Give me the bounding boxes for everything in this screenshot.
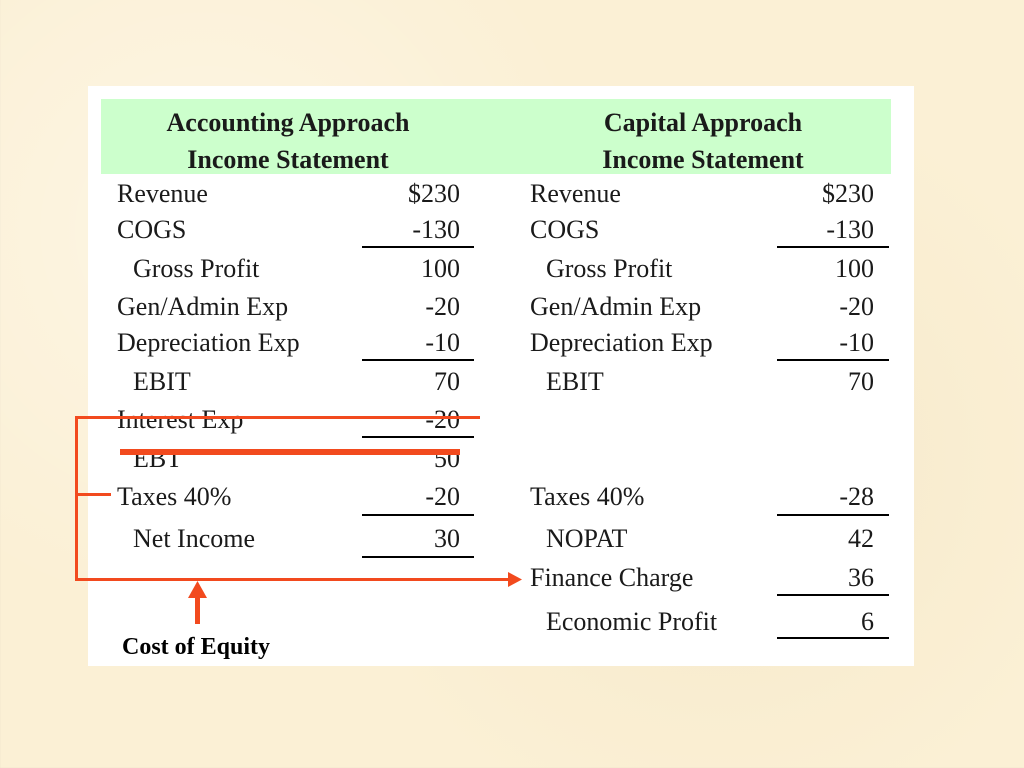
cost-of-equity-label: Cost of Equity (122, 634, 271, 660)
cap-row-label: Depreciation Exp (530, 328, 713, 357)
cap-row-value: -28 (839, 482, 874, 511)
cap-row-value: -20 (839, 292, 874, 321)
subtotal-underline (777, 594, 889, 596)
bracket-vertical-line (75, 416, 78, 581)
acc-row-label: Net Income (133, 524, 256, 553)
up-arrow-shaft (195, 594, 200, 624)
subtotal-underline (777, 514, 889, 516)
acc-row-label: EBIT (133, 367, 191, 396)
right-arrowhead-icon (508, 572, 522, 587)
cap-row-value: 6 (861, 607, 874, 636)
cap-row-label: Gen/Admin Exp (530, 292, 702, 321)
acc-row-value: -20 (425, 292, 460, 321)
cap-row-value: -130 (826, 215, 874, 244)
taxes-connector-line (75, 493, 111, 496)
acc-row-label: Gross Profit (133, 254, 260, 283)
cap-row-label: Economic Profit (546, 607, 718, 636)
cap-row-value: -10 (839, 328, 874, 357)
statement-panel (88, 86, 914, 666)
finance-connector-line (75, 578, 510, 581)
acc-row-label: Interest Exp (117, 405, 244, 434)
cap-row-label: Finance Charge (530, 563, 694, 592)
acc-row-value: 100 (421, 254, 460, 283)
acc-row-value: -20 (425, 482, 460, 511)
subtotal-underline (777, 246, 889, 248)
acc-row-label: Taxes 40% (117, 482, 232, 511)
capital-header-title: Capital Approach (603, 108, 803, 137)
cap-row-value: 36 (848, 563, 874, 592)
acc-row-value: 50 (434, 444, 460, 473)
total-underline (777, 637, 889, 639)
cap-row-label: EBIT (546, 367, 604, 396)
interest-strike-line (76, 416, 480, 419)
total-underline (362, 556, 474, 558)
cap-row-label: Revenue (530, 179, 621, 208)
acc-row-label: Depreciation Exp (117, 328, 300, 357)
up-arrowhead-icon (188, 581, 207, 598)
accounting-header-title: Accounting Approach (166, 108, 410, 137)
ebt-strike-line (120, 449, 460, 455)
cap-row-label: Gross Profit (546, 254, 673, 283)
cap-row-label: NOPAT (546, 524, 628, 553)
cap-row-value: 42 (848, 524, 874, 553)
subtotal-underline (362, 514, 474, 516)
capital-header-subtitle: Income Statement (602, 145, 804, 174)
cap-row-value: 70 (848, 367, 874, 396)
acc-row-label: EBT (133, 444, 183, 473)
cap-row-label: Taxes 40% (530, 482, 645, 511)
subtotal-underline (362, 359, 474, 361)
capital-header: Capital Approach Income Statement (523, 104, 883, 178)
cap-row-label: COGS (530, 215, 600, 244)
acc-row-value: 70 (434, 367, 460, 396)
subtotal-underline (362, 246, 474, 248)
header-band (101, 99, 891, 174)
acc-row-label: Revenue (117, 179, 208, 208)
acc-row-label: COGS (117, 215, 187, 244)
cap-row-value: $230 (822, 179, 874, 208)
accounting-header-subtitle: Income Statement (187, 145, 389, 174)
accounting-header: Accounting Approach Income Statement (108, 104, 468, 178)
acc-row-value: -20 (425, 405, 460, 434)
subtotal-underline (777, 359, 889, 361)
acc-row-label: Gen/Admin Exp (117, 292, 289, 321)
acc-row-value: 30 (434, 524, 460, 553)
subtotal-underline (362, 436, 474, 438)
cap-row-value: 100 (835, 254, 874, 283)
acc-row-value: -130 (412, 215, 460, 244)
acc-row-value: -10 (425, 328, 460, 357)
acc-row-value: $230 (408, 179, 460, 208)
